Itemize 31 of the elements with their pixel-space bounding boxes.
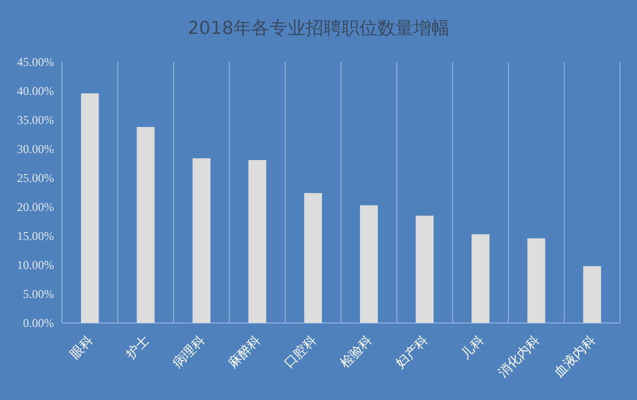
bar	[192, 158, 210, 323]
x-tick-label: 儿科	[458, 333, 488, 362]
x-tick-label: 护士	[122, 333, 153, 363]
y-tick-label: 45.00%	[17, 55, 54, 69]
y-tick-label: 25.00%	[17, 171, 54, 185]
y-tick-label: 0.00%	[23, 316, 54, 330]
x-tick-label: 眼科	[68, 333, 97, 362]
bar	[80, 93, 99, 323]
bar	[527, 238, 546, 323]
bar	[416, 216, 434, 323]
y-tick-label: 5.00%	[23, 287, 54, 301]
y-tick-label: 40.00%	[17, 84, 54, 98]
bar	[136, 126, 155, 323]
x-tick-label: 麻醉科	[226, 333, 264, 372]
y-tick-label: 30.00%	[17, 142, 54, 156]
bar	[248, 160, 266, 323]
x-tick-label: 血液内科	[552, 333, 599, 381]
chart-title: 2018年各专业招聘职位数量增幅	[188, 18, 450, 39]
bar	[304, 193, 322, 323]
x-tick-label: 口腔科	[282, 333, 320, 372]
bar	[583, 266, 602, 323]
x-tick-label: 病理科	[170, 333, 208, 372]
y-tick-label: 15.00%	[17, 229, 54, 243]
x-tick-label: 检验科	[338, 333, 376, 372]
x-tick-label: 消化内科	[496, 333, 544, 381]
y-tick-label: 10.00%	[17, 258, 54, 272]
bar	[472, 234, 490, 323]
y-tick-label: 20.00%	[17, 200, 54, 214]
bar	[360, 205, 378, 323]
y-tick-label: 35.00%	[17, 113, 54, 127]
x-tick-label: 妇产科	[393, 333, 432, 372]
